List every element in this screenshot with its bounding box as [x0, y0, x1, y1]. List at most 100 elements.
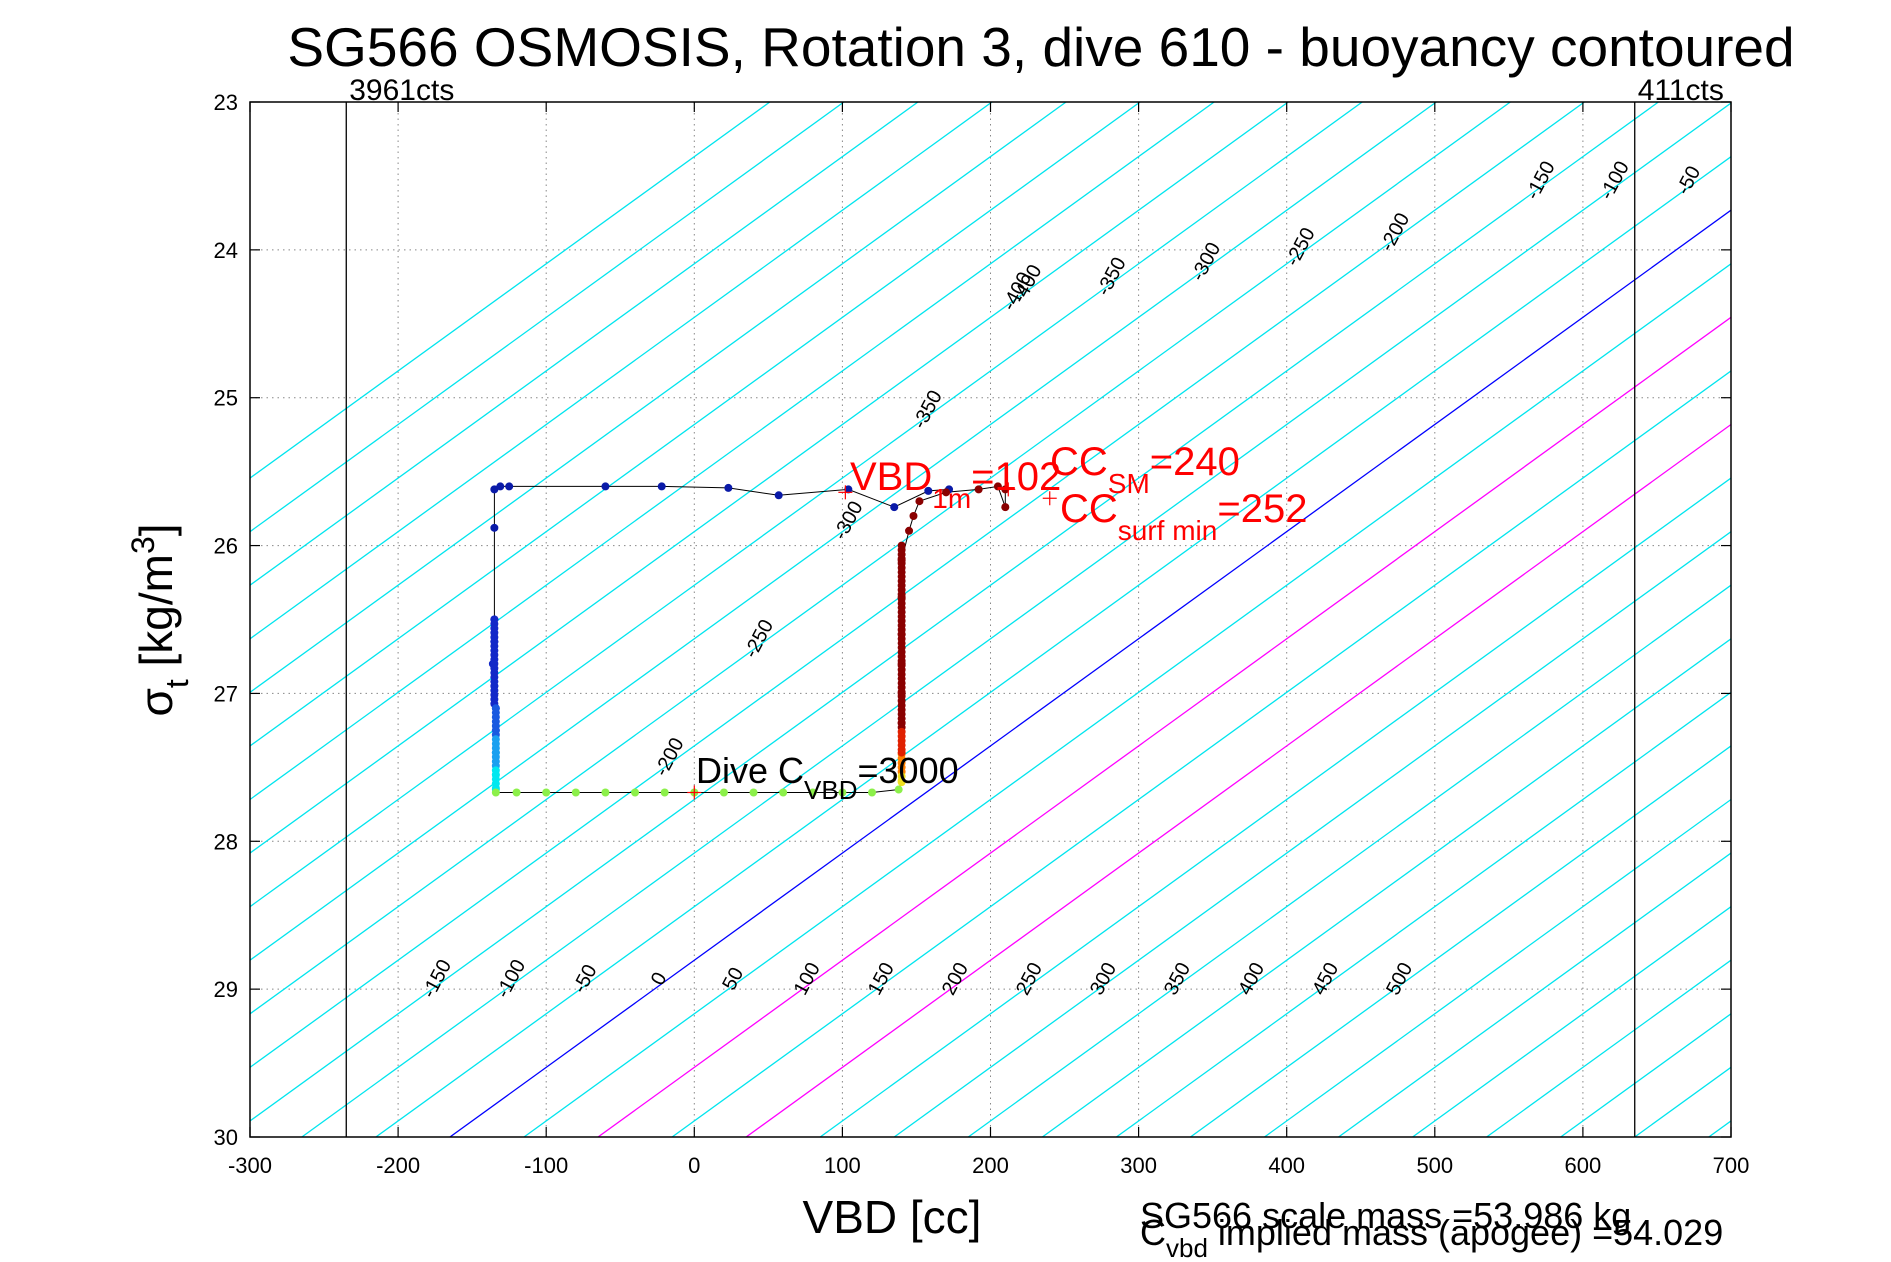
chart-title: SG566 OSMOSIS, Rotation 3, dive 610 - bu… — [287, 16, 1794, 78]
y-tick-label: 25 — [214, 386, 238, 411]
climb-point — [897, 719, 906, 727]
contour-line — [1041, 637, 1731, 1137]
annotation-cc-surf-min-label: CC — [1060, 487, 1118, 531]
axis-ticks: -300 -200 -100 0 100 200 300 400 500 600 700 23 24 25… — [214, 90, 1750, 1178]
contour-line — [1783, 102, 1891, 1137]
contour-line — [250, 102, 1437, 962]
x-tick-label: 0 — [688, 1153, 700, 1178]
x-tick-label: 200 — [972, 1153, 1009, 1178]
annotation-cc-sm-sub: SM — [1108, 468, 1150, 499]
y-tick-label: 26 — [214, 534, 238, 559]
annotation-vbd-1m-label: VBD — [850, 455, 932, 499]
x-tick-label: 300 — [1120, 1153, 1157, 1178]
climb-point — [897, 593, 906, 602]
contour-line — [250, 102, 771, 479]
climb-point — [905, 526, 914, 535]
data-series — [488, 482, 1010, 797]
contour-line — [967, 584, 1731, 1137]
climb-point — [915, 497, 924, 506]
contour-line — [250, 102, 1289, 854]
apogee-point — [838, 788, 847, 797]
annotation-cc-surf-min-sub: surf min — [1118, 515, 1218, 546]
apogee-point — [808, 788, 817, 797]
contour-line — [250, 102, 1363, 908]
annotation-cc-sm: CCSM=240 — [1050, 440, 1240, 499]
contour-line — [250, 102, 1659, 1122]
footer-implied-sub: vbd — [1166, 1233, 1208, 1262]
contour-line — [1264, 798, 1731, 1137]
contour-line — [250, 102, 1141, 747]
contour-line — [250, 102, 1585, 1069]
apogee-point — [631, 788, 640, 797]
contour-line — [1338, 852, 1731, 1137]
y-axis-label-rest: [kg/m — [130, 554, 182, 679]
x-tick-label: -300 — [228, 1153, 272, 1178]
dive-point — [505, 482, 514, 491]
contour-line — [671, 370, 1731, 1137]
dive-point — [774, 491, 783, 500]
x-tick-label: -100 — [524, 1153, 568, 1178]
y-axis-label-sup: 3 — [125, 536, 161, 554]
dive-point — [601, 482, 610, 491]
contour-line — [1486, 959, 1731, 1137]
contour-line — [250, 102, 845, 533]
climb-point — [974, 485, 983, 494]
annotation-cc-sm-label: CC — [1050, 440, 1108, 484]
x-tick-label: 700 — [1713, 1153, 1750, 1178]
contour-line — [250, 102, 1511, 1015]
footer-implied-rest: implied mass (apogee) =54.029 — [1208, 1212, 1723, 1253]
contour-line — [250, 102, 919, 587]
x-tick-label: 600 — [1565, 1153, 1602, 1178]
dive-point — [490, 485, 499, 494]
contour-line — [745, 423, 1731, 1137]
y-tick-label: 30 — [214, 1125, 238, 1150]
y-tick-label: 29 — [214, 977, 238, 1002]
y-tick-label: 24 — [214, 238, 238, 263]
climb-point — [897, 748, 906, 757]
climb-point — [909, 512, 918, 520]
annotation-dive-cvbd-value: =3000 — [858, 750, 959, 791]
footer-scale-mass: SG566 scale mass =53.986 kg — [1140, 1195, 1631, 1236]
dive-point — [890, 503, 899, 512]
annotation-vbd-1m-value: =102 — [971, 455, 1061, 499]
dive-point — [490, 523, 499, 532]
climb-point — [993, 482, 1002, 491]
annotation-vbd-1m: VBD1m=102 — [850, 455, 1061, 514]
x-tick-label: 400 — [1268, 1153, 1305, 1178]
y-axis-label-sub: t — [159, 679, 195, 688]
annotation-dive-cvbd: Dive CVBD=3000 — [696, 750, 959, 805]
annotation-cc-surf-min: CCsurf min=252 — [1060, 487, 1307, 546]
climb-point — [1001, 503, 1010, 512]
climb-point — [897, 659, 906, 668]
y-axis-label-main: σ — [130, 688, 182, 716]
contour-line — [893, 530, 1731, 1137]
apogee-point — [719, 788, 728, 797]
contour-line — [250, 102, 993, 640]
apogee-point — [512, 788, 521, 797]
reference-markers — [687, 482, 1057, 800]
x-axis-label: VBD [cc] — [803, 1191, 982, 1243]
contour-line — [1190, 745, 1731, 1137]
y-tick-label: 27 — [214, 681, 238, 706]
dive-point — [844, 485, 853, 494]
y-tick-label: 23 — [214, 90, 238, 115]
climb-point — [897, 556, 906, 565]
dive-point — [496, 482, 505, 491]
apogee-point — [749, 788, 758, 797]
climb-point — [897, 630, 906, 639]
apogee-point — [542, 788, 551, 797]
contour-line — [301, 102, 1731, 1137]
footer-implied-mass: Cvbd implied mass (apogee) =54.029 — [1140, 1212, 1723, 1262]
contour-line — [250, 102, 1067, 694]
climb-point — [897, 778, 906, 787]
annotation-cc-surf-min-value: =252 — [1217, 487, 1307, 531]
dive-point — [724, 483, 733, 492]
dive-point — [657, 482, 666, 491]
contour-line — [1116, 691, 1731, 1137]
x-tick-label: 500 — [1416, 1153, 1453, 1178]
apogee-point — [601, 788, 610, 797]
contour-line — [1412, 905, 1731, 1137]
annotation-cc-sm-value: =240 — [1150, 440, 1240, 484]
annotation-dive-cvbd-sub: VBD — [804, 775, 857, 805]
buoyancy-contours — [250, 102, 1891, 1137]
